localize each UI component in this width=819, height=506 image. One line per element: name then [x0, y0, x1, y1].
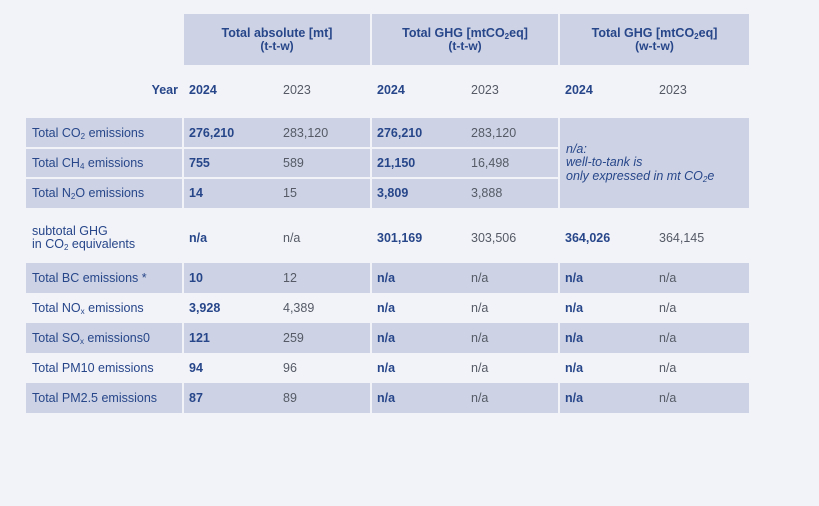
cell-pm10-c2p: n/a [471, 360, 489, 375]
header-ghg-wtw-sub: (w-t-w) [635, 38, 674, 53]
cell-co2-c1p: 283,120 [283, 125, 329, 140]
note-line-2: well-to-tank is [566, 155, 643, 170]
cell-pm25-c3p: n/a [659, 390, 677, 405]
cell-ch4-c1p: 589 [283, 155, 304, 170]
header-ghg-ttw-title: Total GHG [mtCO2eq] [402, 25, 528, 41]
cell-co2-c2p: 283,120 [471, 125, 517, 140]
cell-bc-c2p: n/a [471, 270, 489, 285]
cell-bc-c1: 10 [189, 270, 203, 285]
band-bc-row [26, 263, 749, 293]
cell-n2o-c2: 3,809 [377, 185, 409, 200]
cell-bc-c1p: 12 [283, 270, 297, 285]
note-line-3: only expressed in mt CO2e [566, 168, 715, 184]
cell-bc-c3: n/a [565, 270, 584, 285]
header-ghg-wtw: Total GHG [mtCO2eq] (w-t-w) [560, 14, 749, 65]
cell-nox-c2: n/a [377, 300, 396, 315]
header-total-absolute-sub: (t-t-w) [260, 38, 294, 53]
cell-sox-c1p: 259 [283, 330, 304, 345]
cell-sox-c2: n/a [377, 330, 396, 345]
band-pm25-row [26, 383, 749, 413]
header-ghg-wtw-title: Total GHG [mtCO2eq] [591, 25, 718, 41]
cell-n2o-c1p: 15 [283, 185, 297, 200]
cell-bc-c2: n/a [377, 270, 396, 285]
cell-subtotal-ghg-c1p: n/a [283, 230, 301, 245]
row-label-bc: Total BC emissions * [32, 270, 147, 285]
cell-pm25-c2p: n/a [471, 390, 489, 405]
row-label-pm25: Total PM2.5 emissions [32, 390, 158, 405]
year-c2-previous: 2023 [471, 82, 499, 97]
cell-bc-c3p: n/a [659, 270, 677, 285]
cell-sox-c3: n/a [565, 330, 584, 345]
cell-ch4-c2p: 16,498 [471, 155, 510, 170]
year-c1-current: 2024 [189, 82, 217, 97]
cell-nox-c3p: n/a [659, 300, 677, 315]
cell-sox-c2p: n/a [471, 330, 489, 345]
cell-co2-c2: 276,210 [377, 125, 423, 140]
cell-subtotal-ghg-c3p: 364,145 [659, 230, 705, 245]
cell-pm10-c3: n/a [565, 360, 584, 375]
cell-pm10-c1p: 96 [283, 360, 297, 375]
cell-pm25-c1: 87 [189, 390, 203, 405]
band-sox-row [26, 323, 749, 353]
cell-pm10-c3p: n/a [659, 360, 677, 375]
cell-pm10-c2: n/a [377, 360, 396, 375]
row-label-subtotal-ghg: subtotal GHG in CO2 equivalents [32, 224, 136, 252]
header-total-absolute-title: Total absolute [mt] [221, 25, 333, 40]
cell-n2o-c2p: 3,888 [471, 185, 503, 200]
cell-nox-c1: 3,928 [189, 300, 221, 315]
cell-subtotal-ghg-c2p: 303,506 [471, 230, 517, 245]
cell-subtotal-ghg-c3: 364,026 [565, 230, 611, 245]
year-label: Year [151, 82, 178, 97]
row-label-pm10: Total PM10 emissions [32, 360, 154, 375]
cell-sox-c1: 121 [189, 330, 210, 345]
row-label-nox: Total NOx emissions [32, 300, 144, 316]
year-c1-previous: 2023 [283, 82, 311, 97]
row-label-sox: Total SOx emissions0 [32, 330, 150, 346]
header-ghg-ttw-sub: (t-t-w) [448, 38, 482, 53]
year-c2-current: 2024 [377, 82, 405, 97]
cell-co2-c1: 276,210 [189, 125, 235, 140]
note-line-1: n/a: [566, 141, 587, 156]
row-label-ch4: Total CH4 emissions [32, 155, 144, 171]
year-c3-previous: 2023 [659, 82, 687, 97]
cell-pm25-c1p: 89 [283, 390, 297, 405]
cell-pm25-c3: n/a [565, 390, 584, 405]
cell-n2o-c1: 14 [189, 185, 203, 200]
cell-ch4-c1: 755 [189, 155, 210, 170]
cell-subtotal-ghg-c2: 301,169 [377, 230, 423, 245]
cell-pm10-c1: 94 [189, 360, 203, 375]
header-ghg-ttw: Total GHG [mtCO2eq] (t-t-w) [372, 14, 558, 65]
cell-nox-c3: n/a [565, 300, 584, 315]
year-c3-current: 2024 [565, 82, 593, 97]
cell-sox-c3p: n/a [659, 330, 677, 345]
header-total-absolute: Total absolute [mt] (t-t-w) [184, 14, 370, 65]
cell-pm25-c2: n/a [377, 390, 396, 405]
row-label-n2o: Total N2O emissions [32, 185, 145, 201]
band-ghg-rows [26, 118, 749, 208]
cell-nox-c1p: 4,389 [283, 300, 315, 315]
cell-nox-c2p: n/a [471, 300, 489, 315]
cell-subtotal-ghg-c1: n/a [189, 230, 208, 245]
well-to-tank-note: n/a: well-to-tank is only expressed in m… [560, 118, 749, 208]
cell-ch4-c2: 21,150 [377, 155, 416, 170]
row-label-co2: Total CO2 emissions [32, 125, 145, 141]
